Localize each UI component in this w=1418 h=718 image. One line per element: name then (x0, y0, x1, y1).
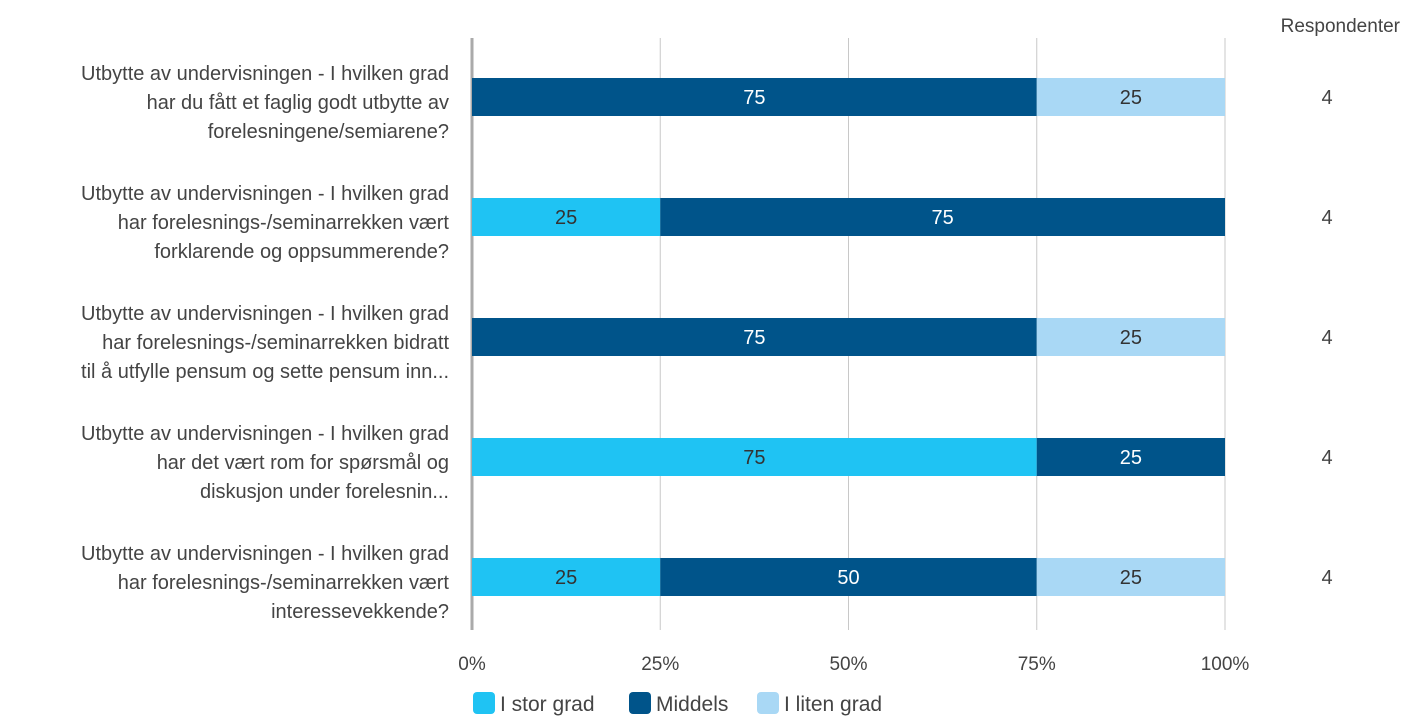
category-label: Utbytte av undervisningen - I hvilken gr… (81, 543, 449, 623)
category-label-line: Utbytte av undervisningen - I hvilken gr… (81, 183, 449, 205)
x-tick-label: 75% (1018, 654, 1056, 675)
bars: 75 25 25 75 75 25 75 25 25 50 25 (472, 78, 1225, 596)
bar-value-label: 25 (1120, 327, 1142, 349)
category-label-line: forklarende og oppsummerende? (154, 241, 449, 263)
category-label-line: Utbytte av undervisningen - I hvilken gr… (81, 543, 449, 565)
category-labels: Utbytte av undervisningen - I hvilken gr… (81, 63, 449, 623)
category-label: Utbytte av undervisningen - I hvilken gr… (81, 183, 449, 263)
bar-segment[interactable] (1036, 438, 1225, 476)
legend-swatch (757, 692, 779, 714)
category-label: Utbytte av undervisningen - I hvilken gr… (81, 63, 449, 143)
category-label-line: har forelesnings-/seminarrekken bidratt (102, 332, 449, 354)
bar-value-label: 75 (932, 207, 954, 229)
legend-swatch (473, 692, 495, 714)
bar-value-label: 25 (555, 567, 577, 589)
category-label: Utbytte av undervisningen - I hvilken gr… (81, 423, 449, 503)
x-tick-label: 0% (458, 654, 486, 675)
respondents-count: 4 (1321, 207, 1332, 229)
x-tick-label: 50% (829, 654, 867, 675)
category-label-line: interessevekkende? (271, 601, 449, 623)
bar-segment[interactable] (660, 198, 1225, 236)
bar-segment[interactable] (1036, 558, 1225, 596)
respondents-count: 4 (1321, 327, 1332, 349)
bar-segment[interactable] (472, 198, 661, 236)
respondents-header: Respondenter (1281, 16, 1401, 37)
legend-label: I liten grad (784, 693, 882, 716)
bar-value-label: 25 (555, 207, 577, 229)
respondents-column: Respondenter 4 4 4 4 4 (1281, 16, 1401, 589)
bar-segment[interactable] (660, 558, 1037, 596)
legend-item[interactable]: I stor grad (473, 692, 595, 716)
category-label-line: har forelesnings-/seminarrekken vært (118, 212, 450, 234)
category-label: Utbytte av undervisningen - I hvilken gr… (81, 303, 449, 383)
bar-value-label: 25 (1120, 447, 1142, 469)
legend-item[interactable]: Middels (629, 692, 728, 716)
bar-segment[interactable] (1036, 318, 1225, 356)
respondents-count: 4 (1321, 567, 1332, 589)
bar-value-label: 25 (1120, 567, 1142, 589)
category-label-line: har du fått et faglig godt utbytte av (147, 92, 449, 114)
bar-segment[interactable] (472, 438, 1037, 476)
bar-value-label: 25 (1120, 87, 1142, 109)
bar-value-label: 50 (837, 567, 859, 589)
category-label-line: til å utfylle pensum og sette pensum inn… (81, 361, 449, 383)
category-label-line: forelesningene/semiarene? (208, 121, 449, 143)
bar-segment[interactable] (1036, 78, 1225, 116)
respondents-count: 4 (1321, 87, 1332, 109)
category-label-line: Utbytte av undervisningen - I hvilken gr… (81, 423, 449, 445)
respondents-count: 4 (1321, 447, 1332, 469)
legend-item[interactable]: I liten grad (757, 692, 882, 716)
bar-value-label: 75 (743, 327, 765, 349)
bar-segment[interactable] (472, 558, 661, 596)
category-label-line: Utbytte av undervisningen - I hvilken gr… (81, 303, 449, 325)
category-label-line: diskusjon under forelesnin... (200, 481, 449, 503)
legend-label: Middels (656, 693, 728, 716)
bar-segment[interactable] (472, 318, 1037, 356)
bar-value-label: 75 (743, 87, 765, 109)
bar-value-label: 75 (743, 447, 765, 469)
legend-label: I stor grad (500, 693, 595, 716)
x-tick-label: 25% (641, 654, 679, 675)
x-axis-ticks: 0% 25% 50% 75% 100% (458, 654, 1249, 675)
x-tick-label: 100% (1201, 654, 1250, 675)
category-label-line: har forelesnings-/seminarrekken vært (118, 572, 450, 594)
bar-segment[interactable] (472, 78, 1037, 116)
category-label-line: har det vært rom for spørsmål og (157, 452, 449, 474)
category-label-line: Utbytte av undervisningen - I hvilken gr… (81, 63, 449, 85)
legend[interactable]: I stor grad Middels I liten grad (473, 692, 882, 716)
legend-swatch (629, 692, 651, 714)
